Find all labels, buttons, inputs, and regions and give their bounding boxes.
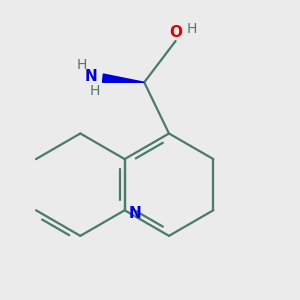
- Text: N: N: [128, 206, 141, 221]
- Text: H: H: [76, 58, 87, 72]
- Polygon shape: [103, 74, 144, 82]
- Text: O: O: [169, 25, 182, 40]
- Text: H: H: [187, 22, 197, 37]
- Text: N: N: [85, 69, 98, 84]
- Text: H: H: [89, 84, 100, 98]
